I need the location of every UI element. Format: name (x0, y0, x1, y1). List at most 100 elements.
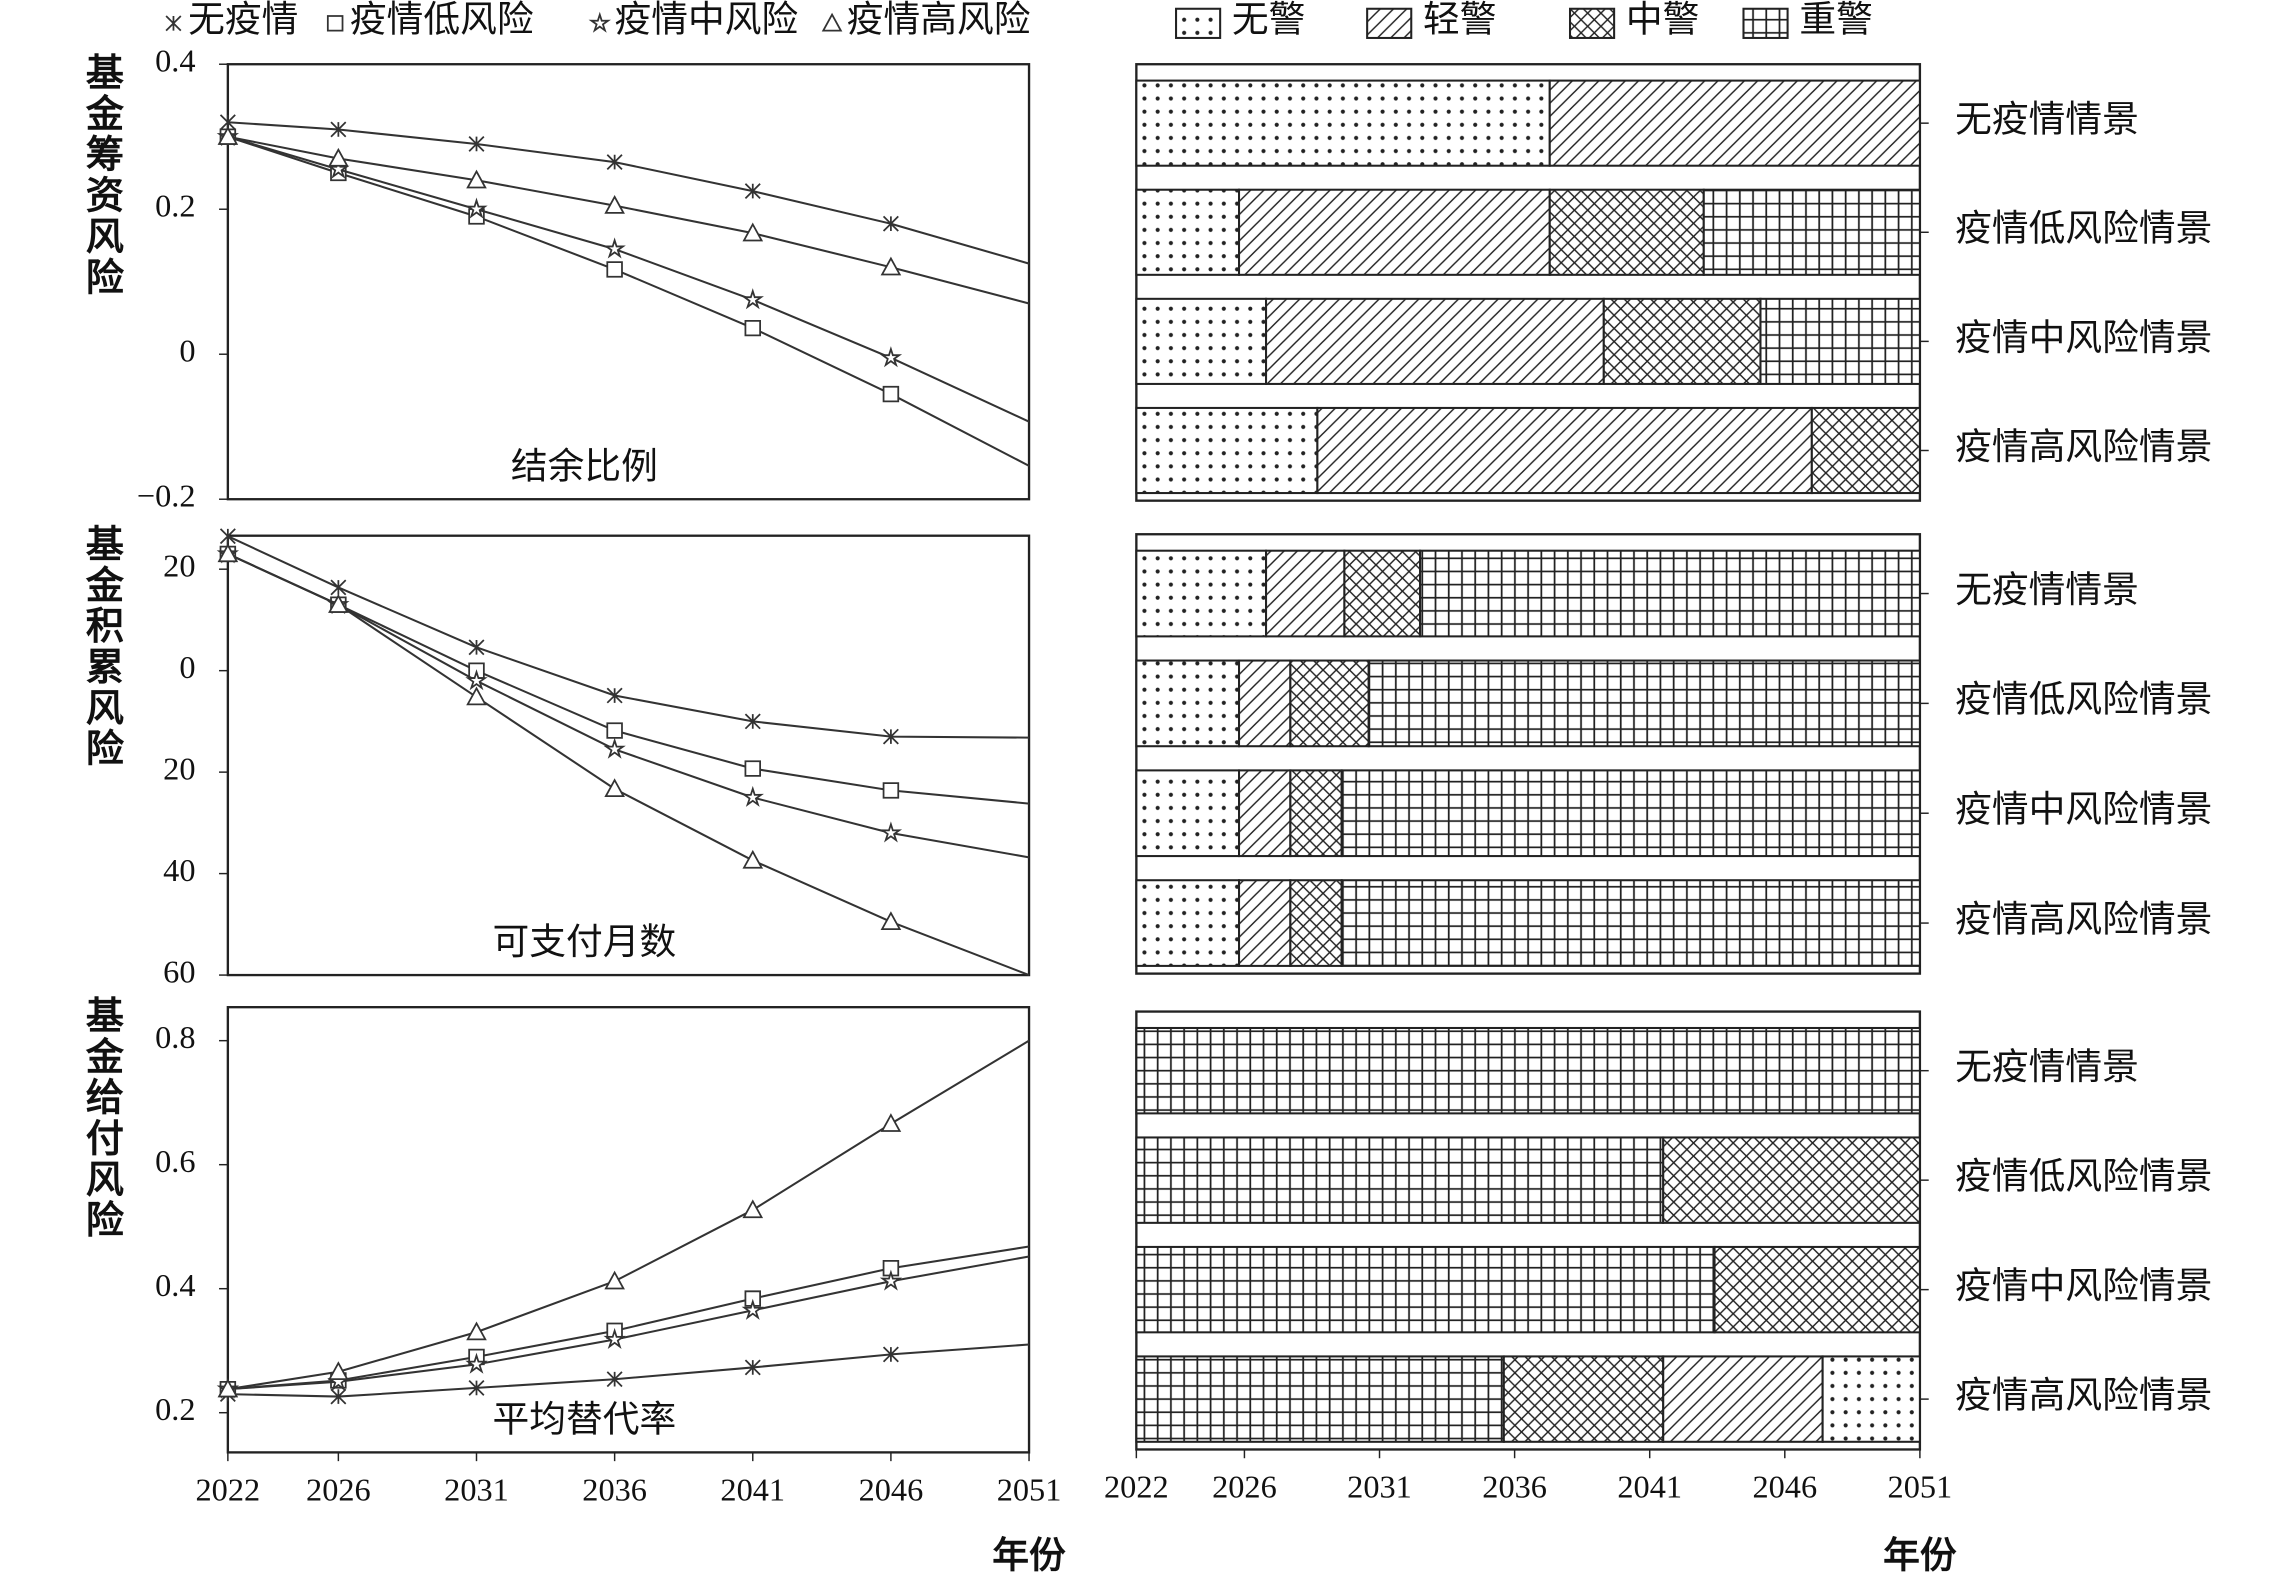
scenario-label: 疫情低风险情景 (1955, 1156, 2212, 1197)
warning-segment (1602, 297, 1762, 385)
point-marker (882, 215, 899, 232)
warning-segment (1316, 406, 1813, 495)
point-marker (219, 528, 236, 545)
warning-segment (1289, 879, 1343, 967)
scenario-label: 疫情中风险情景 (1955, 317, 2212, 358)
legend-swatch (1366, 7, 1413, 39)
point-marker (879, 346, 903, 368)
x-tick-label: 2036 (582, 1472, 647, 1508)
warning-segment (1135, 1245, 1716, 1334)
warning-segment (1135, 1026, 1921, 1115)
warning-segment (1237, 879, 1292, 967)
point-marker (468, 1379, 485, 1396)
y-tick-label: 0.2 (155, 1391, 195, 1427)
x-tick-label: 2031 (444, 1472, 509, 1508)
series-line (227, 135, 1030, 305)
point-marker (606, 722, 623, 739)
point-marker (328, 1361, 349, 1380)
point-marker (882, 385, 900, 403)
warning-segment (1135, 188, 1241, 276)
plot-frame (226, 534, 1031, 977)
x-tick-label: 2046 (1752, 1469, 1817, 1505)
point-marker (465, 669, 488, 691)
warning-segment (1419, 549, 1921, 638)
panel-annotation: 可支付月数 (493, 921, 677, 962)
warning-segment (1265, 297, 1605, 385)
y-tick-label: −0.2 (137, 478, 196, 514)
y-axis-label: 基金给付风险 (79, 995, 123, 1241)
y-axis-label: 基金积累风险 (79, 524, 123, 770)
scenario-label: 无疫情情景 (1955, 569, 2139, 610)
scenario-label: 疫情低风险情景 (1955, 679, 2212, 720)
point-marker (882, 728, 899, 745)
legend-label: 疫情高风险 (847, 0, 1031, 40)
point-marker (879, 821, 903, 843)
series-line (227, 553, 1030, 859)
warning-segment (1265, 549, 1346, 638)
point-marker (742, 849, 764, 869)
point-marker (742, 222, 764, 242)
x-tick-label: 2026 (1212, 1469, 1277, 1505)
legend-marker (165, 15, 182, 32)
x-axis-label: 年份 (1883, 1534, 1957, 1575)
point-marker (217, 1378, 239, 1398)
x-tick-label: 2031 (1347, 1469, 1412, 1505)
series-line (227, 121, 1030, 265)
scenario-label: 疫情中风险情景 (1955, 1265, 2212, 1306)
y-tick-label: 0.2 (155, 188, 195, 224)
point-marker (328, 147, 349, 167)
point-marker (328, 594, 349, 613)
y-tick-label: 0 (179, 649, 195, 685)
warning-segment (1662, 1355, 1824, 1443)
point-marker (330, 579, 347, 596)
legend-swatch (1175, 7, 1222, 39)
point-marker (744, 1290, 762, 1307)
panel-annotation: 结余比例 (511, 446, 658, 487)
warning-segment (1548, 79, 1921, 167)
point-marker (606, 1371, 623, 1388)
point-marker (879, 1269, 903, 1291)
warning-segment (1367, 659, 1921, 748)
warning-segment (1289, 769, 1343, 858)
scenario-label: 疫情高风险情景 (1955, 899, 2212, 940)
point-marker (603, 1327, 626, 1349)
series-line (227, 1245, 1030, 1391)
series-line (227, 135, 1030, 423)
point-marker (465, 1352, 488, 1374)
legend-label: 重警 (1799, 0, 1872, 40)
legend-label: 疫情中风险 (614, 0, 798, 40)
warning-segment (1289, 659, 1370, 748)
x-tick-label: 2022 (1104, 1469, 1169, 1505)
warning-segment (1810, 406, 1921, 495)
point-marker (882, 1260, 900, 1277)
point-marker (741, 1298, 764, 1320)
legend-label: 无警 (1232, 0, 1305, 40)
point-marker (744, 319, 762, 337)
point-marker (603, 237, 626, 259)
series-line (227, 535, 1030, 739)
warning-segment (1135, 297, 1268, 385)
series-line (227, 1343, 1030, 1398)
point-marker (606, 154, 623, 171)
warning-segment (1759, 297, 1921, 385)
point-marker (880, 256, 902, 276)
warning-segment (1135, 549, 1268, 638)
legend-swatch (1742, 7, 1789, 39)
point-marker (466, 686, 487, 706)
warning-segment (1135, 79, 1551, 167)
plot-frame (226, 63, 1031, 501)
point-marker (741, 785, 764, 807)
warning-segment (1702, 188, 1921, 276)
point-marker (882, 1346, 899, 1363)
warning-segment (1135, 1355, 1505, 1443)
warning-segment (1548, 188, 1705, 276)
y-axis-label: 基金筹资风险 (79, 52, 123, 298)
point-marker (741, 288, 764, 310)
point-marker (468, 136, 485, 152)
point-marker (330, 121, 347, 138)
point-marker (744, 183, 761, 200)
scenario-label: 疫情高风险情景 (1955, 426, 2212, 467)
y-tick-label: 40 (163, 852, 195, 888)
point-marker (217, 543, 239, 563)
